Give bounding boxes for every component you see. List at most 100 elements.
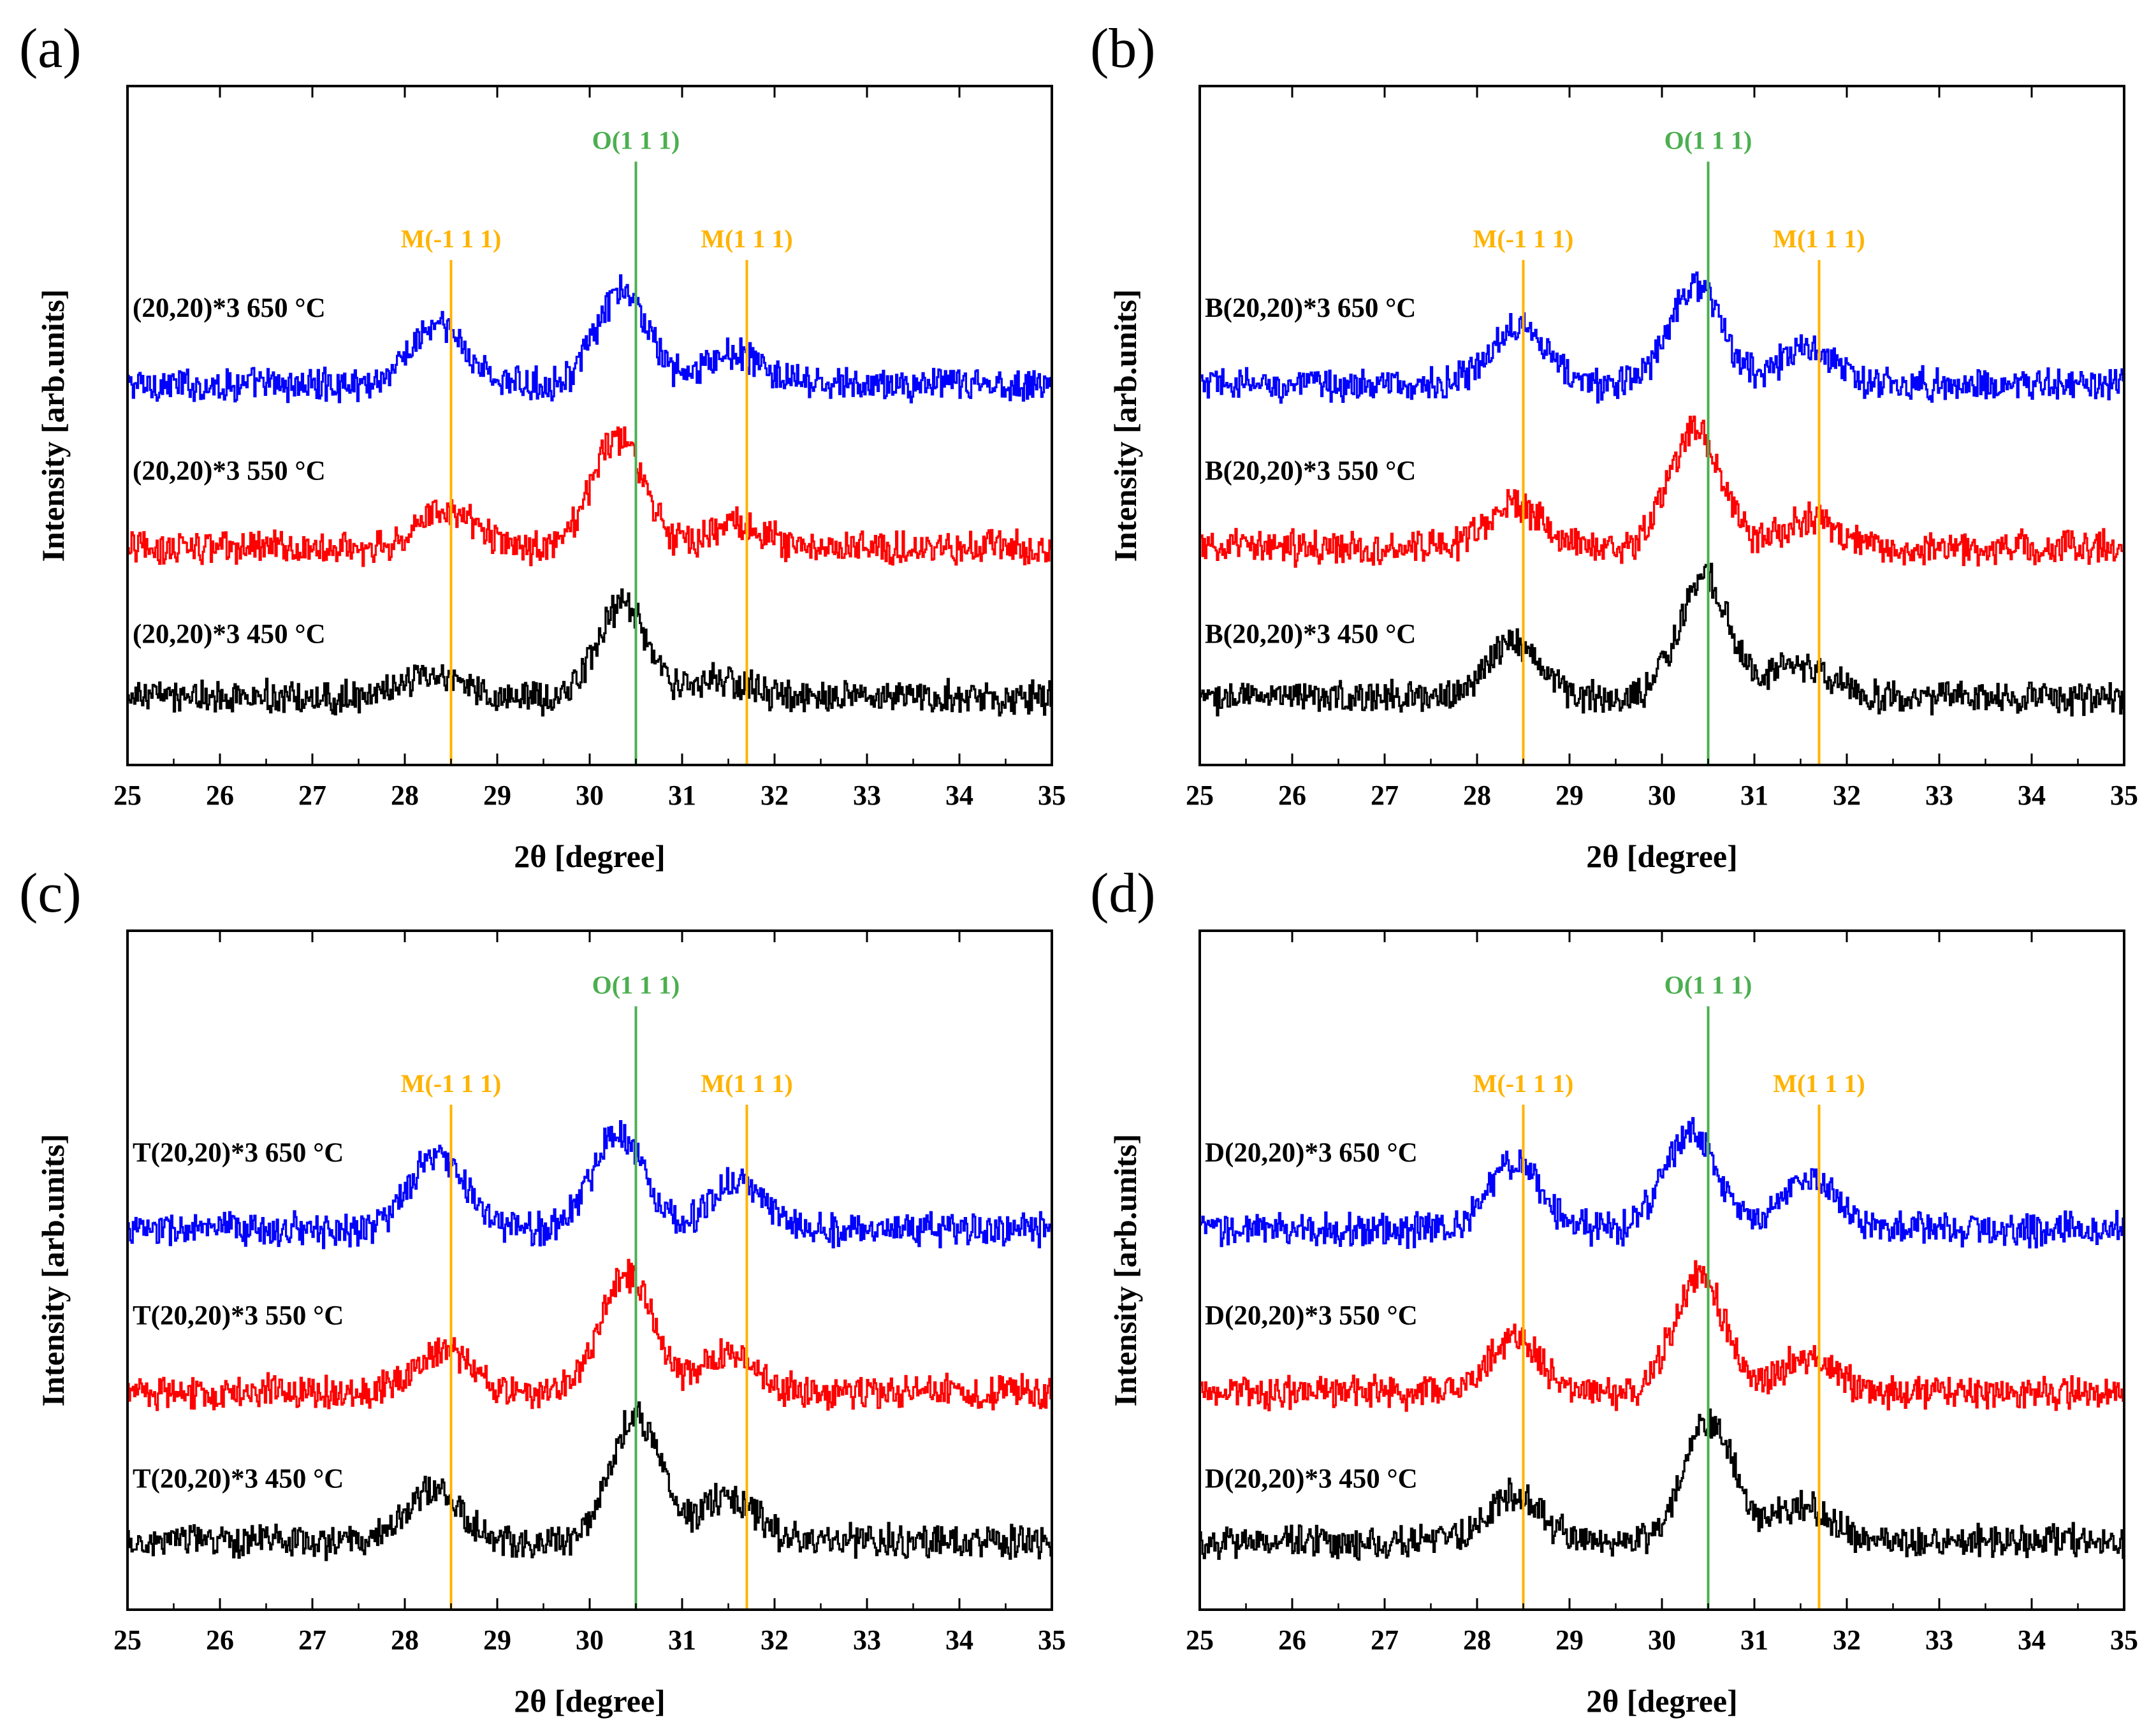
x-tick-label: 31: [668, 1624, 696, 1656]
panel-label: (d): [1090, 863, 1156, 924]
x-tick-label: 26: [1278, 780, 1306, 811]
series-line: [1200, 562, 2125, 717]
x-axis-label: 2θ [degree]: [1586, 838, 1738, 874]
series-line: [127, 588, 1053, 717]
x-tick-label: 34: [2018, 1624, 2046, 1656]
series-line: [1200, 1260, 2125, 1412]
y-axis-label: Intensity [arb.units]: [1107, 289, 1143, 562]
x-tick-label: 28: [1463, 780, 1491, 811]
x-tick-label: 32: [761, 780, 789, 811]
series-line: [127, 1401, 1053, 1561]
x-tick-label: 30: [576, 780, 604, 811]
reference-label: O(1 1 1): [1664, 971, 1752, 1000]
series-line: [1200, 1408, 2125, 1561]
series-label: B(20,20)*3 450 °C: [1205, 619, 1416, 649]
reference-label: O(1 1 1): [592, 971, 680, 1000]
panel-label: (c): [19, 863, 82, 924]
series-label: T(20,20)*3 650 °C: [133, 1138, 344, 1168]
x-tick-label: 25: [113, 1624, 142, 1656]
x-tick-label: 33: [1925, 1624, 1953, 1656]
reference-label: M(1 1 1): [701, 224, 792, 253]
series-line: [127, 426, 1053, 567]
plot-frame: [126, 85, 1053, 766]
x-tick-label: 34: [945, 1624, 973, 1656]
x-tick-label: 32: [1833, 780, 1861, 811]
x-axis-label: 2θ [degree]: [514, 1683, 666, 1719]
series-label: D(20,20)*3 550 °C: [1205, 1301, 1418, 1331]
x-tick-label: 34: [2018, 780, 2046, 811]
x-tick-label: 28: [391, 1624, 419, 1656]
x-tick-label: 25: [1186, 1624, 1214, 1656]
x-tick-label: 29: [483, 780, 511, 811]
series-line: [1200, 271, 2125, 404]
reference-label: M(1 1 1): [1773, 1069, 1865, 1098]
x-tick-label: 35: [1038, 780, 1066, 811]
series-label: (20,20)*3 550 °C: [133, 456, 326, 486]
y-axis-label: Intensity [arb.units]: [35, 289, 71, 562]
series-label: (20,20)*3 450 °C: [133, 619, 326, 649]
x-tick-label: 35: [2110, 780, 2138, 811]
x-axis-label: 2θ [degree]: [514, 838, 666, 874]
series-line: [1200, 1117, 2125, 1249]
x-tick-label: 30: [576, 1624, 604, 1656]
x-tick-label: 28: [1463, 1624, 1491, 1656]
x-tick-label: 29: [483, 1624, 511, 1656]
reference-label: M(-1 1 1): [401, 1069, 502, 1098]
reference-label: M(1 1 1): [701, 1069, 792, 1098]
x-tick-label: 33: [1925, 780, 1953, 811]
x-tick-label: 30: [1648, 1624, 1676, 1656]
x-tick-label: 35: [2110, 1624, 2138, 1656]
x-tick-label: 27: [1371, 780, 1399, 811]
chart-panel-c: (c) T(20,20)*3 650 °C T(20,20)*3 550 °C T(2…: [19, 863, 1066, 1719]
x-tick-label: 26: [206, 1624, 234, 1656]
x-tick-label: 32: [761, 1624, 789, 1656]
x-tick-label: 27: [298, 780, 326, 811]
series-label: (20,20)*3 650 °C: [133, 293, 326, 323]
reference-label: O(1 1 1): [592, 126, 680, 155]
series-label: B(20,20)*3 550 °C: [1205, 456, 1416, 486]
x-tick-label: 33: [853, 1624, 881, 1656]
x-tick-label: 30: [1648, 780, 1676, 811]
series-label: T(20,20)*3 550 °C: [133, 1301, 344, 1331]
series-label: T(20,20)*3 450 °C: [133, 1464, 344, 1494]
y-axis-label: Intensity [arb.units]: [35, 1134, 71, 1407]
x-tick-label: 27: [298, 1624, 326, 1656]
x-tick-label: 29: [1555, 780, 1584, 811]
y-axis-label: Intensity [arb.units]: [1107, 1134, 1143, 1407]
x-tick-label: 26: [1278, 1624, 1306, 1656]
x-tick-label: 29: [1555, 1624, 1584, 1656]
chart-panel-d: (d) D(20,20)*3 650 °C D(20,20)*3 550 °C D(2…: [1090, 863, 2138, 1719]
series-label: B(20,20)*3 650 °C: [1205, 293, 1416, 323]
series-line: [127, 1120, 1053, 1250]
series-line: [127, 1258, 1053, 1411]
x-tick-label: 33: [853, 780, 881, 811]
x-axis-label: 2θ [degree]: [1586, 1683, 1738, 1719]
reference-label: M(-1 1 1): [1473, 224, 1574, 253]
series-line: [127, 274, 1053, 404]
plot-frame: [126, 929, 1053, 1611]
panel-label: (b): [1090, 18, 1156, 80]
plot-frame: [1198, 929, 2125, 1611]
x-tick-label: 31: [1740, 780, 1768, 811]
reference-label: M(1 1 1): [1773, 224, 1865, 253]
series-label: D(20,20)*3 650 °C: [1205, 1138, 1418, 1168]
panel-label: (a): [19, 18, 82, 80]
x-tick-label: 26: [206, 780, 234, 811]
x-tick-label: 25: [113, 780, 142, 811]
x-tick-label: 32: [1833, 1624, 1861, 1656]
reference-label: M(-1 1 1): [1473, 1069, 1574, 1098]
x-tick-label: 31: [1740, 1624, 1768, 1656]
reference-label: O(1 1 1): [1664, 126, 1752, 155]
plot-frame: [1198, 85, 2125, 766]
x-tick-label: 27: [1371, 1624, 1399, 1656]
chart-panel-a: (a) (20,20)*3 650 °C (20,20)*3 550 °C (20,2…: [19, 18, 1066, 874]
x-tick-label: 35: [1038, 1624, 1066, 1656]
x-tick-label: 34: [945, 780, 973, 811]
x-tick-label: 28: [391, 780, 419, 811]
x-tick-label: 31: [668, 780, 696, 811]
reference-label: M(-1 1 1): [401, 224, 502, 253]
series-label: D(20,20)*3 450 °C: [1205, 1464, 1418, 1494]
chart-panel-b: (b) B(20,20)*3 650 °C B(20,20)*3 550 °C B(2…: [1090, 18, 2138, 874]
series-line: [1200, 415, 2125, 568]
